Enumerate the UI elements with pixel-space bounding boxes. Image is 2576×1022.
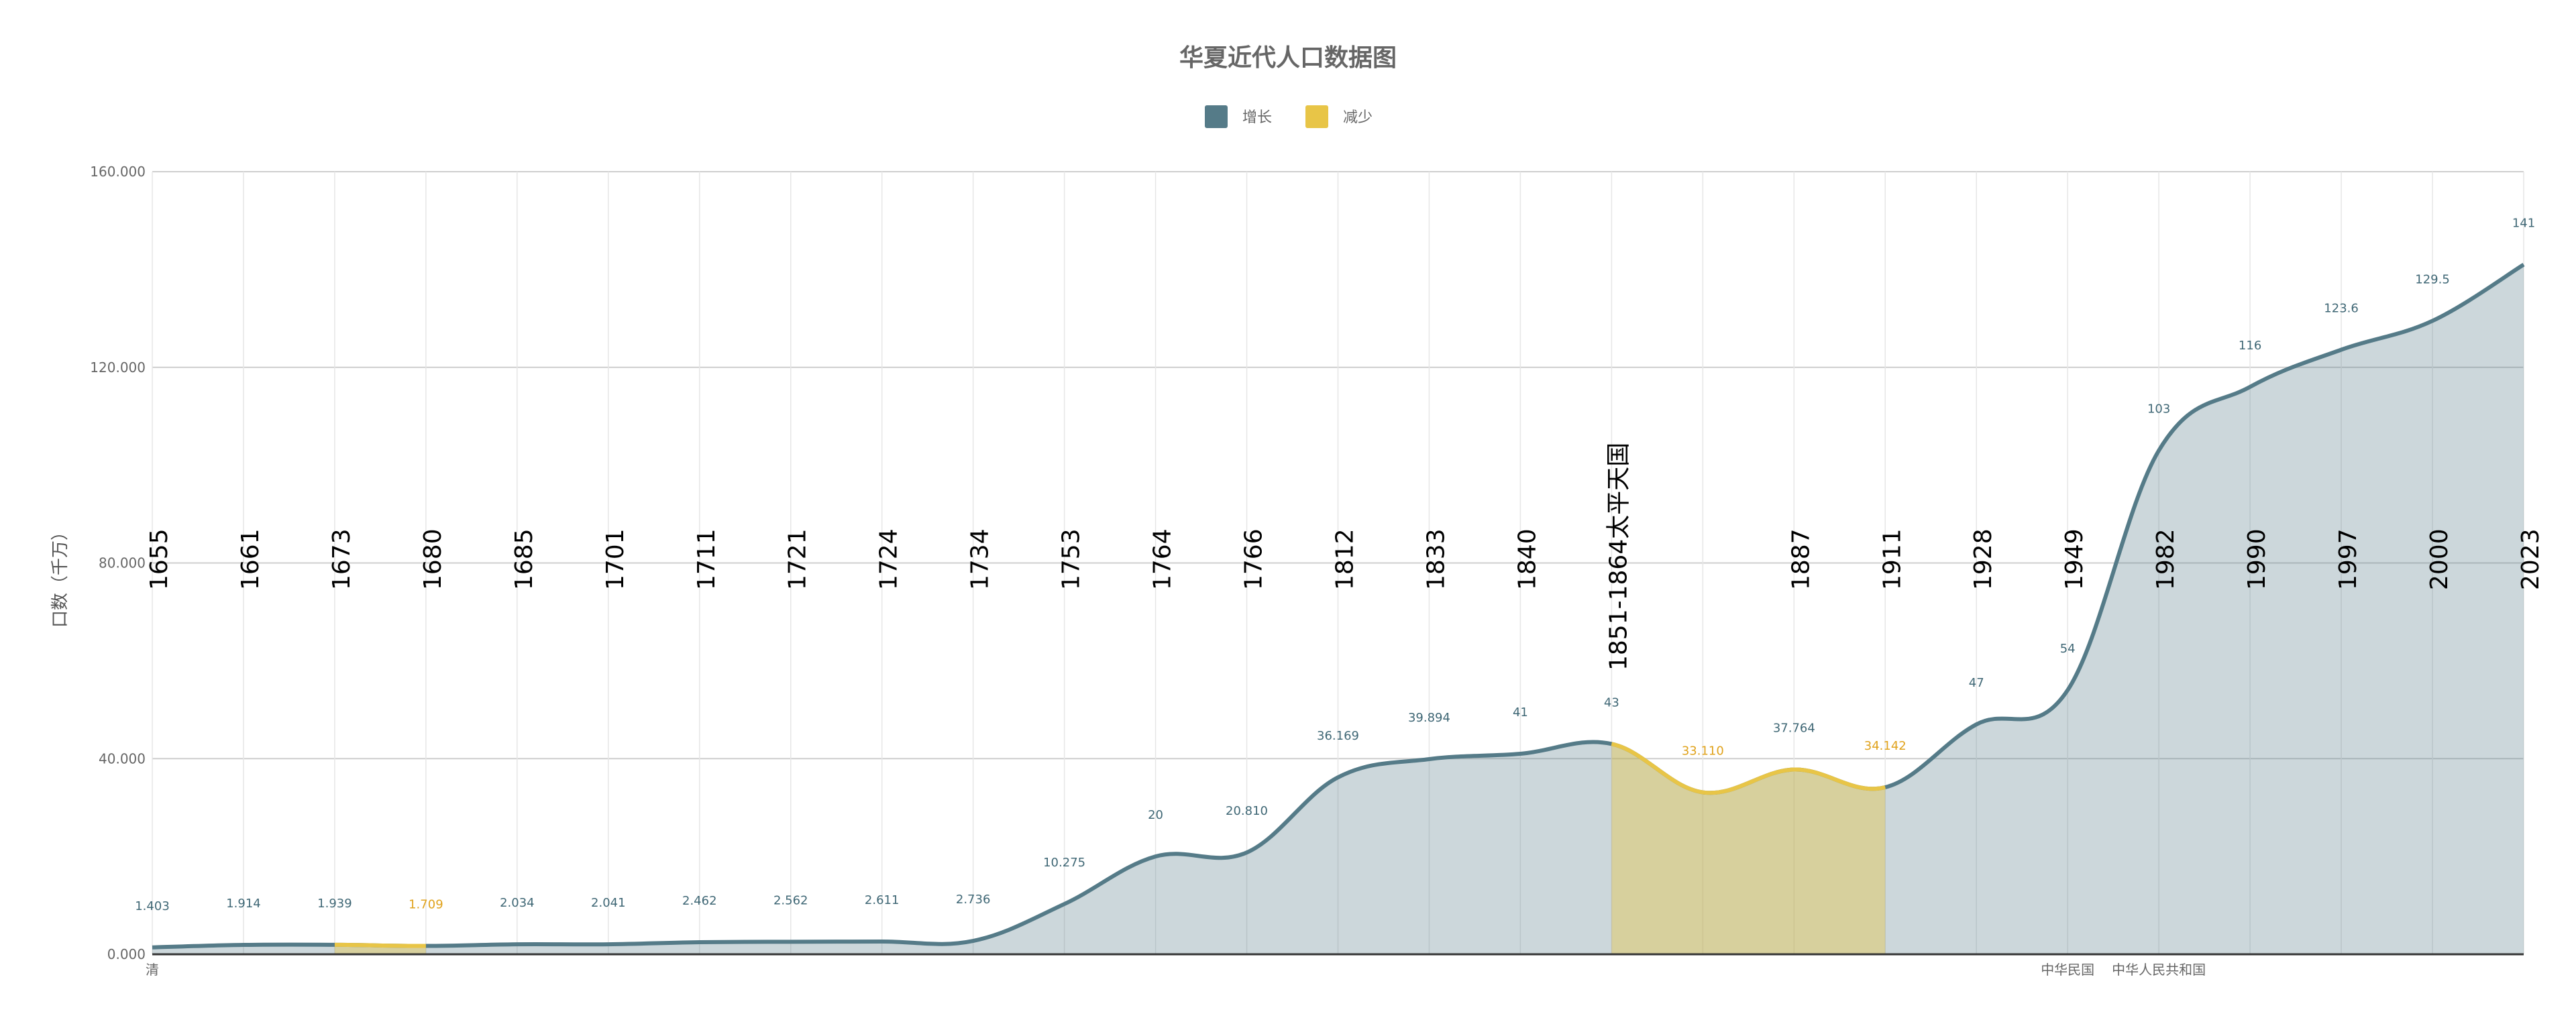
legend-swatch-growth <box>1205 105 1228 128</box>
data-label: 36.169 <box>1317 729 1359 743</box>
data-label: 2.462 <box>682 894 717 908</box>
data-label: 10.275 <box>1043 856 1085 870</box>
data-label: 2.041 <box>591 896 626 910</box>
data-label: 2.611 <box>865 893 900 907</box>
legend-swatch-decline <box>1305 105 1328 128</box>
x-category-label: 1673 <box>328 528 356 590</box>
x-category-label: 1685 <box>511 528 538 590</box>
era-label: 中华民国 <box>2041 962 2094 978</box>
era-label: 中华人民共和国 <box>2112 962 2206 978</box>
grid <box>152 171 2524 955</box>
data-label: 2.562 <box>773 893 808 907</box>
x-category-label: 1928 <box>1970 528 1997 590</box>
data-label: 39.894 <box>1408 711 1450 725</box>
data-label: 20 <box>1148 808 1163 822</box>
data-label: 43 <box>1604 695 1619 709</box>
data-label: 116 <box>2239 339 2261 353</box>
y-tick-label: 160.000 <box>90 164 146 180</box>
data-label: 54 <box>2060 642 2076 656</box>
legend-item-decline[interactable]: 减少 <box>1305 105 1373 128</box>
x-category-label: 1949 <box>2061 528 2088 590</box>
legend: 增长 减少 <box>1205 105 1373 128</box>
x-category-label: 1833 <box>1422 528 1450 590</box>
growth-area <box>152 264 2524 954</box>
x-category-label: 1661 <box>237 528 264 590</box>
axes: 0.000 40.000 80.000 120.000 160.000 <box>90 164 2524 962</box>
legend-item-growth[interactable]: 增长 <box>1205 105 1272 128</box>
data-label: 1.403 <box>135 899 170 913</box>
era-label: 清 <box>146 962 159 978</box>
data-label: 129.5 <box>2415 272 2450 286</box>
x-category-label: 1812 <box>1332 528 1359 590</box>
chart-title: 华夏近代人口数据图 <box>1179 44 1397 72</box>
data-label: 1.939 <box>317 897 352 911</box>
data-label: 1.914 <box>226 897 261 911</box>
x-category-label: 2000 <box>2426 528 2453 590</box>
x-category-label: 1753 <box>1058 528 1085 590</box>
data-labels: 1.403 1.914 1.939 1.709 2.034 2.041 2.462 2.562… <box>135 217 2544 978</box>
data-label: 2.034 <box>500 896 535 910</box>
data-label: 2.736 <box>956 893 991 907</box>
decline-area <box>1611 744 1886 954</box>
data-label: 20.810 <box>1226 804 1268 818</box>
data-label: 1.709 <box>409 898 443 912</box>
x-category-label: 1840 <box>1513 528 1541 590</box>
data-label: 41 <box>1513 705 1528 720</box>
y-tick-label: 80.000 <box>99 555 146 571</box>
x-category-label: 2023 <box>2517 528 2544 590</box>
y-axis-title: 口数（千万） <box>50 523 70 628</box>
data-label: 123.6 <box>2324 301 2359 315</box>
y-tick-label: 40.000 <box>99 750 146 766</box>
data-label: 103 <box>2147 402 2170 416</box>
y-tick-label: 120.000 <box>90 359 146 376</box>
x-category-label: 1982 <box>2152 528 2180 590</box>
legend-label-decline: 减少 <box>1343 109 1373 126</box>
x-category-label: 1851-1864太平天国 <box>1605 443 1632 671</box>
x-category-label: 1655 <box>146 528 173 590</box>
y-tick-label: 0.000 <box>107 946 146 962</box>
data-label: 33.110 <box>1682 744 1724 758</box>
x-category-label: 1764 <box>1149 528 1177 590</box>
x-category-label: 1734 <box>967 528 994 590</box>
legend-label-growth: 增长 <box>1242 109 1272 126</box>
x-category-label: 1680 <box>419 528 447 590</box>
x-category-label: 1887 <box>1787 528 1815 590</box>
x-category-label: 1990 <box>2243 528 2271 590</box>
x-category-label: 1997 <box>2334 528 2362 590</box>
x-category-label: 1721 <box>784 528 812 590</box>
line-layer <box>152 263 2525 950</box>
x-category-label: 1711 <box>693 528 720 590</box>
data-label: 47 <box>1969 676 1984 690</box>
decline-line <box>1611 742 1886 795</box>
x-category-label: 1724 <box>875 528 903 590</box>
x-category-label: 1701 <box>602 528 629 590</box>
data-label: 141 <box>2512 217 2535 231</box>
decline-line <box>334 942 426 948</box>
x-category-label: 1911 <box>1878 528 1906 590</box>
data-label: 37.764 <box>1773 722 1815 736</box>
growth-line <box>152 263 2525 950</box>
x-category-label: 1766 <box>1240 528 1268 590</box>
data-label: 34.142 <box>1864 739 1907 753</box>
